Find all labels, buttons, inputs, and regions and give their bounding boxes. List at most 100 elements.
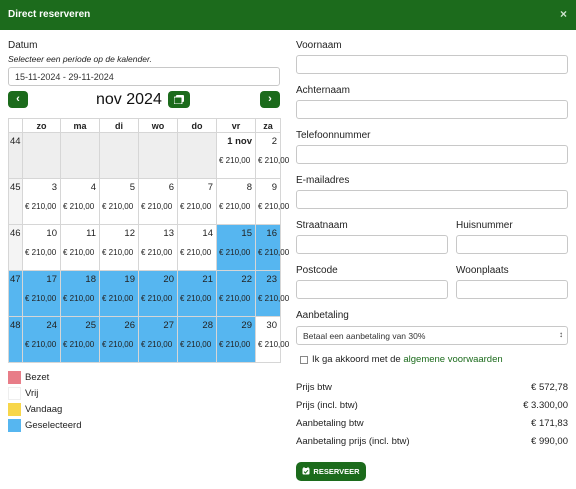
weekday-label: zo: [22, 118, 61, 133]
calendar-day[interactable]: 4 € 210,00: [60, 178, 100, 225]
calendar-day-empty: [99, 132, 139, 179]
legend-label: Geselecteerd: [25, 420, 82, 431]
reserve-button[interactable]: RESERVEER: [296, 462, 366, 481]
calendar-day-selected[interactable]: 15 € 210,00: [216, 224, 256, 271]
prev-month-button[interactable]: ‹: [8, 91, 28, 108]
calendar-day-selected[interactable]: 17 € 210,00: [22, 270, 61, 317]
calendar-day-selected[interactable]: 20 € 210,00: [138, 270, 178, 317]
legend-label: Vrij: [25, 388, 39, 399]
chevron-right-icon: ›: [268, 93, 272, 105]
calendar-day-empty: [138, 132, 178, 179]
postcode-input[interactable]: [296, 280, 448, 299]
calendar-day[interactable]: 8 € 210,00: [216, 178, 256, 225]
price-label: Prijs (incl. btw): [296, 400, 358, 411]
calendar-day[interactable]: 14 € 210,00: [177, 224, 217, 271]
chevron-left-icon: ‹: [16, 93, 20, 105]
calendar-day[interactable]: 6 € 210,00: [138, 178, 178, 225]
dialog-title: Direct reserveren: [8, 9, 91, 20]
straat-label: Straatnaam: [296, 220, 348, 231]
price-row: Aanbetaling prijs (incl. btw) € 990,00: [296, 436, 568, 450]
calendar-day[interactable]: 10 € 210,00: [22, 224, 61, 271]
aanbetaling-selected-value: Betaal een aanbetaling van 30%: [303, 331, 426, 341]
calendar-day[interactable]: 7 € 210,00: [177, 178, 217, 225]
calendar-week-row: 48 24 € 210,00 25 € 210,00 26 € 210,00 27 € …: [8, 316, 289, 363]
datum-label: Datum: [8, 40, 38, 51]
calendar-day[interactable]: 11 € 210,00: [60, 224, 100, 271]
calendar-week-row: 44 1 nov € 210,00 2 € 210,00: [8, 132, 289, 179]
calendar-day-empty: [60, 132, 100, 179]
voornaam-label: Voornaam: [296, 40, 342, 51]
calendar-icon: [173, 95, 184, 105]
calendar-day[interactable]: 13 € 210,00: [138, 224, 178, 271]
voornaam-input[interactable]: [296, 55, 568, 74]
calendar-check-icon: [302, 467, 310, 475]
calendar-day[interactable]: 30 € 210,00: [255, 316, 289, 363]
calendar-day[interactable]: 12 € 210,00: [99, 224, 139, 271]
week-number: 47: [8, 270, 23, 317]
calendar-day-selected[interactable]: 21 € 210,00: [177, 270, 217, 317]
weekday-label: wo: [138, 118, 178, 133]
calendar-day-selected[interactable]: 29 € 210,00: [216, 316, 256, 363]
email-input[interactable]: [296, 190, 568, 209]
price-label: Aanbetaling prijs (incl. btw): [296, 436, 410, 447]
calendar-grid: zo ma di wo do vr za 44 1 nov € 210,00 2 €…: [8, 118, 289, 363]
dialog-header: Direct reserveren ×: [0, 0, 576, 30]
calendar-day-selected[interactable]: 22 € 210,00: [216, 270, 256, 317]
price-row: Prijs (incl. btw) € 3.300,00: [296, 400, 568, 414]
terms-link[interactable]: algemene voorwaarden: [403, 354, 503, 365]
calendar-day-selected[interactable]: 27 € 210,00: [138, 316, 178, 363]
weekday-header: zo ma di wo do vr za: [8, 118, 281, 133]
straat-input[interactable]: [296, 235, 448, 254]
calendar-day-selected[interactable]: 28 € 210,00: [177, 316, 217, 363]
week-number: 46: [8, 224, 23, 271]
calendar-day[interactable]: 9 € 210,00: [255, 178, 289, 225]
aanbetaling-select[interactable]: Betaal een aanbetaling van 30% ↕: [296, 326, 568, 345]
huisnummer-input[interactable]: [456, 235, 568, 254]
weekday-label: di: [99, 118, 139, 133]
telefoon-label: Telefoonnummer: [296, 130, 371, 141]
terms-label: Ik ga akkoord met de: [312, 354, 404, 365]
calendar-week-row: 47 17 € 210,00 18 € 210,00 19 € 210,00 20 € …: [8, 270, 289, 317]
date-range-input[interactable]: 15-11-2024 - 29-11-2024: [8, 67, 280, 86]
weekday-label: za: [255, 118, 281, 133]
month-title: nov 2024: [96, 91, 162, 108]
week-number: 44: [8, 132, 23, 179]
calendar-day-selected[interactable]: 23 € 210,00: [255, 270, 289, 317]
calendar-day-selected[interactable]: 18 € 210,00: [60, 270, 100, 317]
huisnummer-label: Huisnummer: [456, 220, 513, 231]
calendar-week-row: 46 10 € 210,00 11 € 210,00 12 € 210,00 13 € …: [8, 224, 289, 271]
postcode-label: Postcode: [296, 265, 338, 276]
calendar-day-selected[interactable]: 19 € 210,00: [99, 270, 139, 317]
calendar-day[interactable]: 2 € 210,00: [255, 132, 289, 179]
calendar-day[interactable]: 3 € 210,00: [22, 178, 61, 225]
reserve-label: RESERVEER: [313, 467, 360, 476]
achternaam-label: Achternaam: [296, 85, 350, 96]
calendar-day-selected[interactable]: 26 € 210,00: [99, 316, 139, 363]
weekday-label: vr: [216, 118, 256, 133]
woonplaats-input[interactable]: [456, 280, 568, 299]
legend-swatch-vandaag: [8, 403, 21, 416]
terms-checkbox[interactable]: [300, 356, 308, 364]
calendar-day[interactable]: 5 € 210,00: [99, 178, 139, 225]
price-label: Aanbetaling btw: [296, 418, 364, 429]
price-row: Aanbetaling btw € 171,83: [296, 418, 568, 432]
calendar-week-row: 45 3 € 210,00 4 € 210,00 5 € 210,00 6 € 210,…: [8, 178, 289, 225]
legend-swatch-vrij: [8, 387, 21, 400]
price-value: € 171,83: [531, 418, 568, 429]
calendar-picker-button[interactable]: [168, 91, 190, 108]
achternaam-input[interactable]: [296, 100, 568, 119]
price-row: Prijs btw € 572,78: [296, 382, 568, 396]
calendar-day-selected[interactable]: 25 € 210,00: [60, 316, 100, 363]
calendar-day-empty: [22, 132, 61, 179]
calendar-day-selected[interactable]: 24 € 210,00: [22, 316, 61, 363]
telefoon-input[interactable]: [296, 145, 568, 164]
week-number: 45: [8, 178, 23, 225]
close-icon[interactable]: ×: [559, 7, 567, 21]
woonplaats-label: Woonplaats: [456, 265, 509, 276]
calendar-day[interactable]: 1 nov € 210,00: [216, 132, 256, 179]
price-value: € 572,78: [531, 382, 568, 393]
calendar-day-empty: [177, 132, 217, 179]
calendar-day-selected[interactable]: 16 € 210,00: [255, 224, 289, 271]
next-month-button[interactable]: ›: [260, 91, 280, 108]
price-value: € 990,00: [531, 436, 568, 447]
